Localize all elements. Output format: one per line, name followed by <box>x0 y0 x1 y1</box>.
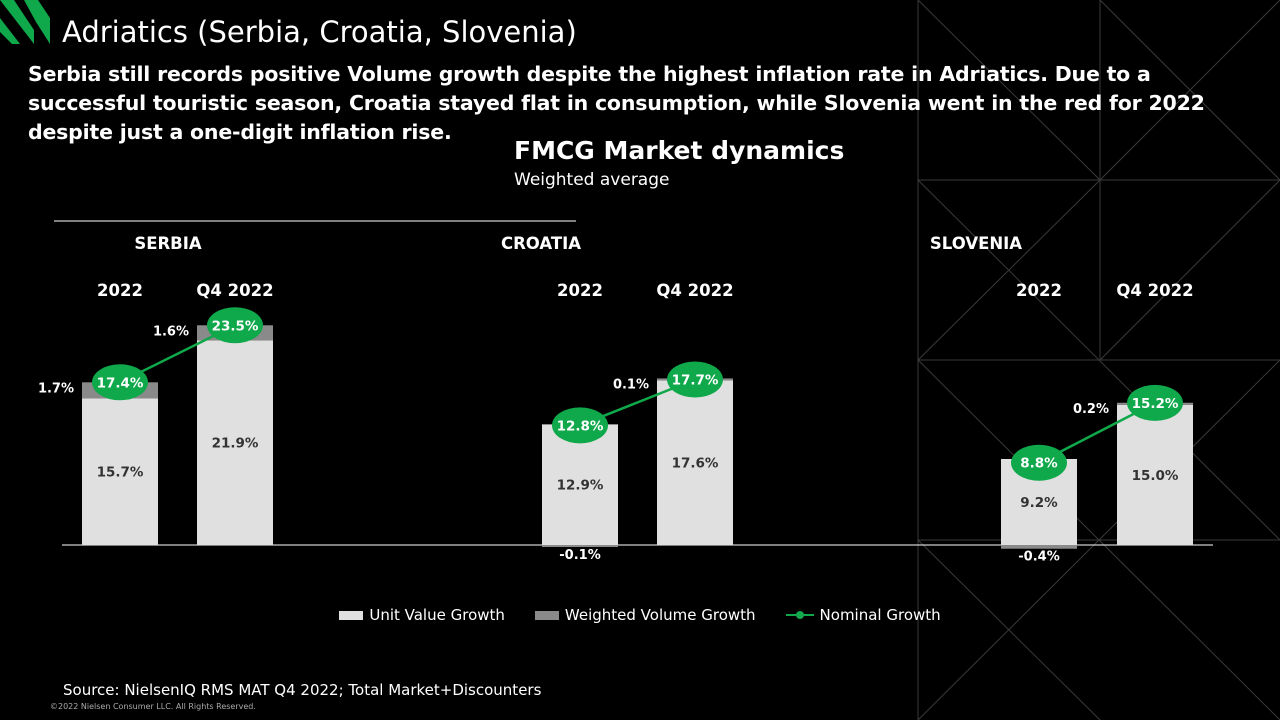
label-volume-serbia-2022: 1.7% <box>38 381 74 396</box>
bar-unit-value-serbia-2022 <box>82 398 158 545</box>
label-volume-croatia-q4-2022: 0.1% <box>613 377 649 392</box>
legend-swatch-volume <box>534 610 559 620</box>
label-volume-slovenia-2022: -0.4% <box>1018 550 1059 565</box>
period-label-croatia-q4-2022: Q4 2022 <box>656 281 733 300</box>
label-volume-croatia-2022: -0.1% <box>559 548 600 563</box>
group-label-croatia: CROATIA <box>501 234 581 253</box>
bar-unit-value-croatia-2022 <box>542 424 618 545</box>
nominal-point-croatia-2022 <box>552 407 608 444</box>
group-label-slovenia: SLOVENIA <box>930 234 1022 253</box>
period-label-slovenia-2022: 2022 <box>1016 281 1062 300</box>
period-label-slovenia-q4-2022: Q4 2022 <box>1116 281 1193 300</box>
label-unit-value-serbia-q4-2022: 21.9% <box>212 436 259 452</box>
chart-subtitle: Weighted average <box>514 170 670 190</box>
bar-unit-value-slovenia-q4-2022 <box>1117 404 1193 545</box>
legend-swatch-nominal <box>785 610 814 620</box>
bar-unit-value-croatia-q4-2022 <box>657 380 733 545</box>
legend-item-volume: Weighted Volume Growth <box>534 606 756 624</box>
label-unit-value-croatia-q4-2022: 17.6% <box>672 456 719 472</box>
label-nominal-slovenia-q4-2022: 15.2% <box>1132 396 1179 412</box>
period-label-serbia-2022: 2022 <box>97 281 143 300</box>
label-unit-value-slovenia-q4-2022: 15.0% <box>1132 468 1179 484</box>
summary-text: Serbia still records positive Volume gro… <box>28 62 1205 144</box>
label-unit-value-serbia-2022: 15.7% <box>97 465 144 481</box>
group-label-serbia: SERBIA <box>134 234 202 253</box>
label-nominal-serbia-q4-2022: 23.5% <box>212 318 259 334</box>
source-note: Source: NielsenIQ RMS MAT Q4 2022; Total… <box>63 681 542 699</box>
legend-label-nominal: Nominal Growth <box>819 606 941 624</box>
chart-legend: Unit Value Growth Weighted Volume Growth… <box>0 606 1280 624</box>
bar-volume-slovenia-2022 <box>1001 545 1077 549</box>
page-title: Adriatics (Serbia, Croatia, Slovenia) <box>62 15 577 49</box>
copyright-note: ©2022 Nielsen Consumer LLC. All Rights R… <box>50 702 256 711</box>
legend-item-unit-value: Unit Value Growth <box>339 606 505 624</box>
nominal-point-croatia-q4-2022 <box>667 361 723 398</box>
label-unit-value-slovenia-2022: 9.2% <box>1020 495 1058 511</box>
brand-logo <box>0 0 50 44</box>
period-label-serbia-q4-2022: Q4 2022 <box>196 281 273 300</box>
legend-label-volume: Weighted Volume Growth <box>564 606 756 624</box>
label-volume-serbia-q4-2022: 1.6% <box>153 324 189 339</box>
label-nominal-croatia-2022: 12.8% <box>557 418 604 434</box>
legend-swatch-unit-value <box>339 610 364 620</box>
label-unit-value-croatia-2022: 12.9% <box>557 478 604 494</box>
nominal-point-slovenia-q4-2022 <box>1127 384 1183 421</box>
chart-title: FMCG Market dynamics <box>514 136 845 165</box>
nominal-point-slovenia-2022 <box>1011 444 1067 481</box>
label-nominal-serbia-2022: 17.4% <box>97 375 144 391</box>
period-label-croatia-2022: 2022 <box>557 281 603 300</box>
nominal-point-serbia-2022 <box>92 364 148 401</box>
label-nominal-croatia-q4-2022: 17.7% <box>672 373 719 389</box>
label-nominal-slovenia-2022: 8.8% <box>1020 456 1058 472</box>
nominal-point-serbia-q4-2022 <box>207 307 263 344</box>
legend-label-unit-value: Unit Value Growth <box>369 606 505 624</box>
bar-unit-value-serbia-q4-2022 <box>197 340 273 545</box>
label-volume-slovenia-q4-2022: 0.2% <box>1073 402 1109 417</box>
bar-volume-croatia-2022 <box>542 545 618 547</box>
legend-item-nominal: Nominal Growth <box>785 606 941 624</box>
